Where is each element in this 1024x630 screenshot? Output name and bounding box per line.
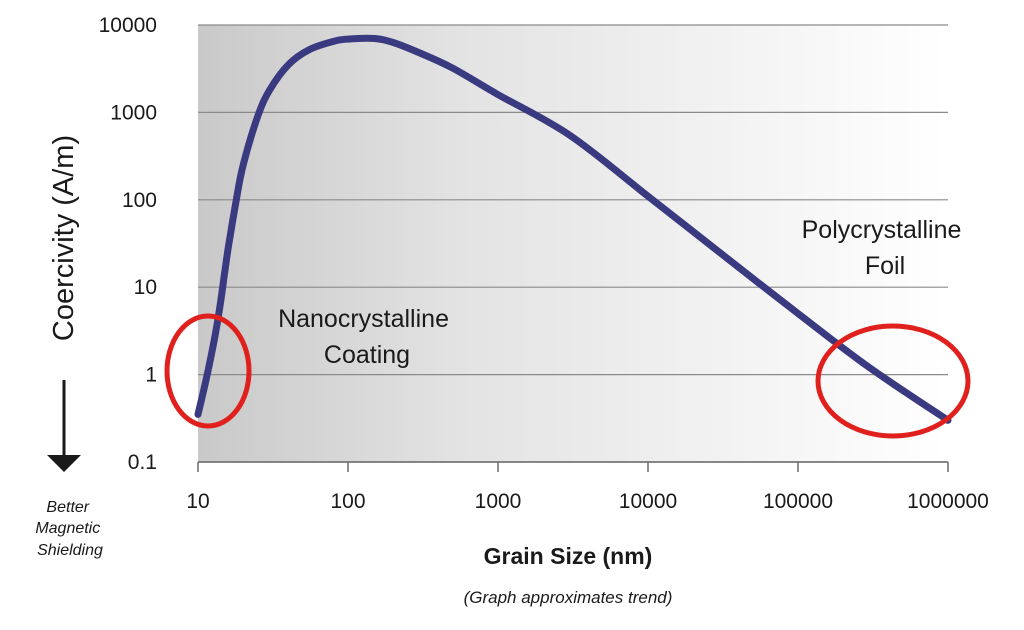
y-tick-label: 10000 [99, 14, 157, 37]
x-tick-label: 1000 [475, 490, 522, 513]
plot-background [198, 25, 948, 462]
x-axis-label: Grain Size (nm) [484, 543, 653, 569]
down-arrow-icon [47, 380, 81, 472]
x-tick-label: 100 [330, 490, 365, 513]
y-tick-label: 1000 [110, 101, 157, 124]
y-tick-labels: 0.1 1 10 100 1000 10000 [99, 14, 157, 474]
nanocrystalline-highlight-circle [164, 313, 252, 429]
x-tick-labels: 10 100 1000 10000 100000 1000000 [186, 490, 989, 513]
trend-note: (Graph approximates trend) [464, 588, 673, 607]
annotation-nanocrystalline: Nanocrystalline Coating [278, 305, 456, 369]
y-tick-label: 10 [134, 276, 157, 299]
x-tick-label: 100000 [763, 490, 833, 513]
y-axis-label: Coercivity (A/m) [48, 135, 80, 341]
annotation-polycrystalline: Polycrystalline Foil [802, 216, 969, 280]
better-shielding-label: Better Magnetic Shielding [35, 499, 104, 559]
x-tick-label: 10 [186, 490, 209, 513]
y-tick-label: 0.1 [128, 451, 157, 474]
y-tick-label: 1 [145, 364, 157, 387]
x-tick-label: 10000 [619, 490, 677, 513]
x-tick-label: 1000000 [907, 490, 989, 513]
y-tick-label: 100 [122, 189, 157, 212]
coercivity-trend-line [194, 34, 952, 424]
polycrystalline-highlight-circle [815, 323, 971, 439]
grid-lines [197, 24, 949, 472]
